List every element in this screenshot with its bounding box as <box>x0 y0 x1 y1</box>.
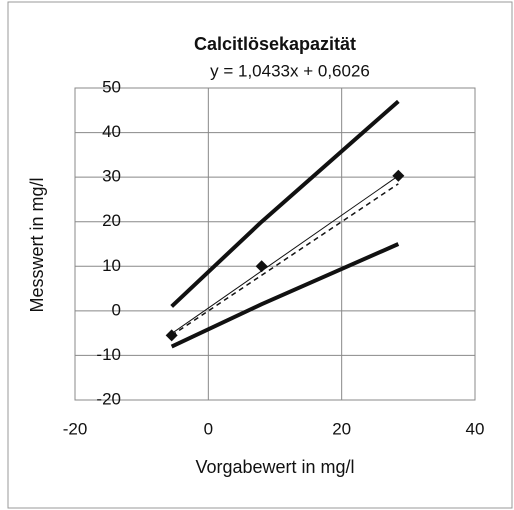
x-axis-label: Vorgabewert in mg/l <box>195 457 354 477</box>
chart-title: Calcitlösekapazität <box>194 34 356 54</box>
y-tick-label: -20 <box>96 389 121 408</box>
data-point <box>255 260 268 273</box>
x-tick-label: 40 <box>466 419 485 438</box>
y-tick-label: 50 <box>102 77 121 96</box>
x-tick-label: -20 <box>63 419 88 438</box>
plot-area <box>74 87 476 401</box>
data-point <box>392 169 405 182</box>
data-line <box>171 175 399 334</box>
data-line <box>171 183 399 336</box>
data-point <box>165 329 178 342</box>
y-tick-label: 20 <box>102 211 121 230</box>
annotation: y = 1,0433x + 0,6026 <box>210 61 370 80</box>
x-tick-label: 20 <box>332 419 351 438</box>
y-tick-label: -10 <box>96 345 121 364</box>
y-tick-label: 10 <box>102 256 121 275</box>
data-line <box>170 242 400 349</box>
data-line <box>170 99 400 308</box>
x-tick-label: 0 <box>204 419 213 438</box>
y-tick-label: 40 <box>102 122 121 141</box>
chart-frame <box>7 1 513 509</box>
y-tick-label: 30 <box>102 167 121 186</box>
y-axis-label: Messwert in mg/l <box>27 177 47 312</box>
y-tick-label: 0 <box>112 300 121 319</box>
